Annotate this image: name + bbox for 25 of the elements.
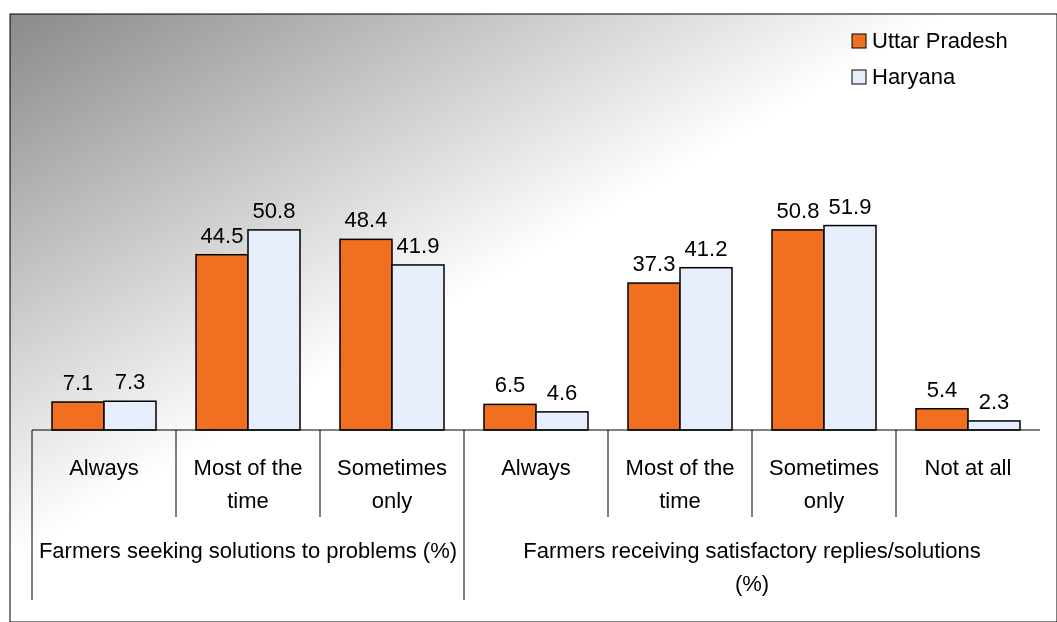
data-label: 51.9 bbox=[828, 193, 872, 219]
data-label: 6.5 bbox=[494, 372, 526, 398]
x-tick-label: Sometimes only bbox=[768, 455, 880, 513]
x-tick-label: Sometimes only bbox=[336, 455, 448, 513]
data-label: 41.2 bbox=[684, 235, 728, 261]
data-label: 5.4 bbox=[926, 376, 958, 402]
text: Farmers receiving satisfactory replies/solutions (%) bbox=[523, 538, 981, 596]
x-tick-label: Always bbox=[69, 455, 139, 480]
data-label: 50.8 bbox=[776, 197, 820, 223]
data-label: 37.3 bbox=[632, 251, 676, 277]
data-label: 2.3 bbox=[978, 388, 1010, 414]
text: Farmers seeking solutions to problems (%) bbox=[38, 538, 458, 563]
legend-label: Uttar Pradesh bbox=[872, 28, 1008, 53]
data-label: 44.5 bbox=[200, 222, 244, 248]
x-tick-label: Not at all bbox=[924, 455, 1012, 480]
x-tick-label: Always bbox=[501, 455, 571, 480]
legend-label: Haryana bbox=[872, 64, 956, 89]
data-label: 7.1 bbox=[62, 370, 94, 396]
x-tick-label: Most of the time bbox=[625, 455, 735, 513]
data-label: 41.9 bbox=[396, 232, 440, 258]
x-tick-label: Most of the time bbox=[193, 455, 303, 513]
data-label: 48.4 bbox=[344, 207, 388, 233]
data-label: 4.6 bbox=[546, 379, 578, 405]
data-label: 50.8 bbox=[252, 197, 296, 223]
data-label: 7.3 bbox=[114, 369, 146, 395]
